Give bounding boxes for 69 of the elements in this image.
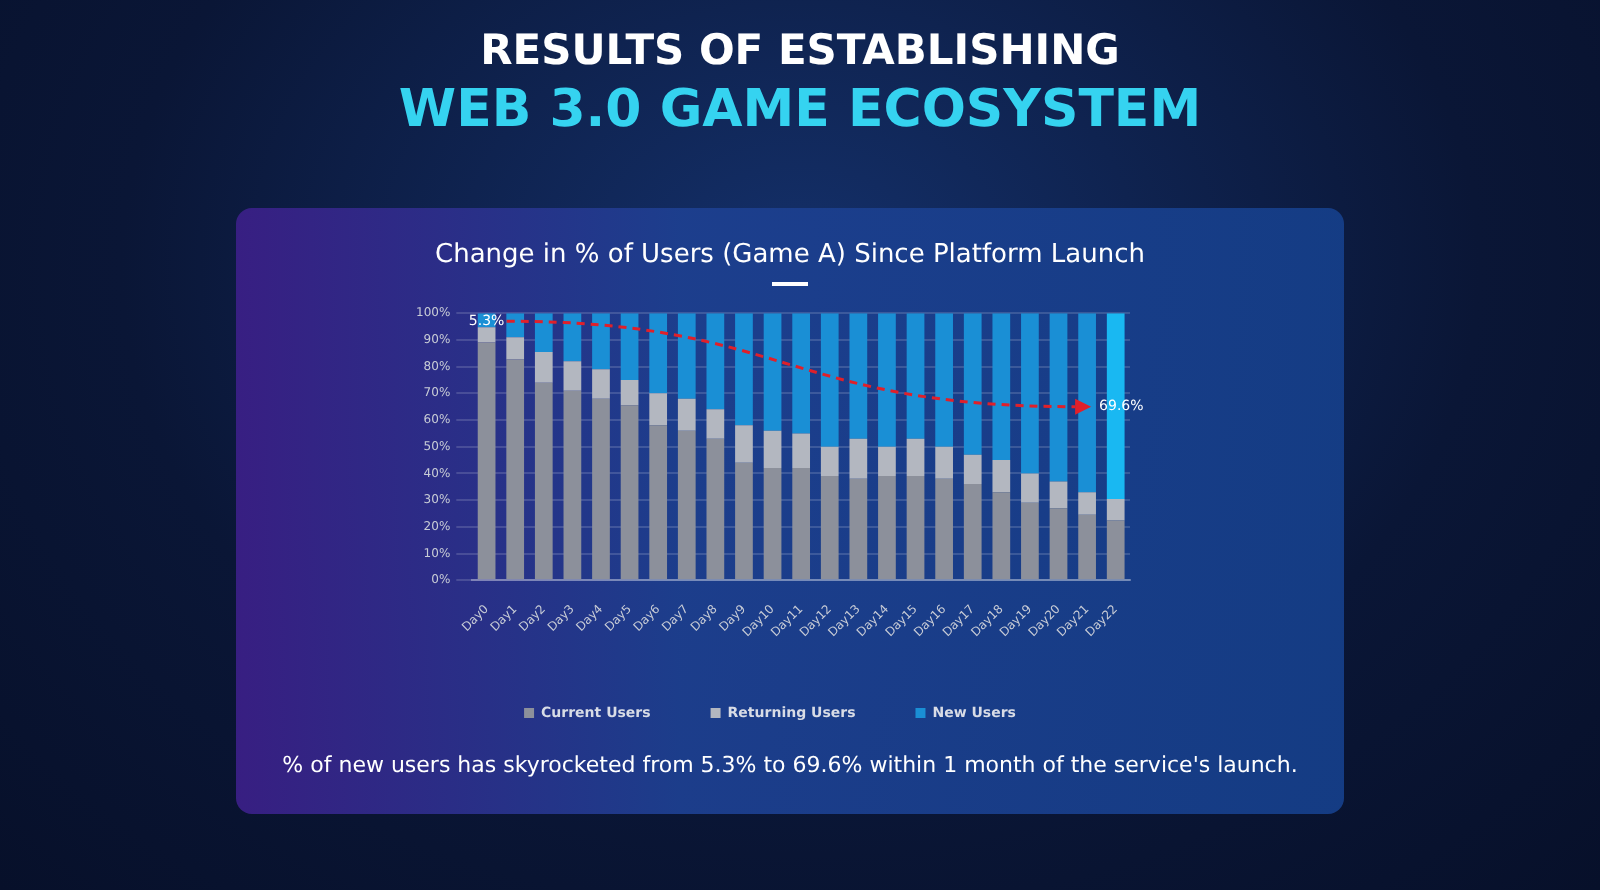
bar [1106, 520, 1125, 580]
bar [1021, 313, 1039, 474]
bar [1078, 313, 1096, 493]
bar [849, 438, 868, 479]
bar [906, 438, 925, 477]
bar [849, 478, 868, 580]
bar [649, 313, 668, 394]
bar [677, 430, 696, 580]
bar [1049, 313, 1068, 482]
bar [620, 313, 639, 380]
chart-subtitle: Change in % of Users (Game A) Since Platform Launch [433, 240, 1147, 270]
bar [677, 313, 696, 399]
text: % of new users has skyrocketed from 5.3% to 69.6% within 1 month of the service's launch. [282, 752, 1298, 778]
bar [620, 379, 639, 406]
bar [1078, 514, 1096, 580]
bar [935, 478, 953, 580]
bar [506, 337, 525, 360]
bar [620, 405, 639, 580]
bar [1049, 508, 1068, 580]
bar [735, 425, 753, 463]
bar [735, 462, 753, 580]
bar [763, 313, 782, 431]
bar [763, 468, 782, 580]
bar [506, 359, 525, 580]
bar [592, 369, 610, 399]
bar [792, 468, 811, 580]
bar [563, 313, 582, 362]
bar [992, 313, 1011, 461]
bar [1021, 473, 1039, 503]
bar [935, 313, 953, 447]
bar [963, 313, 982, 455]
bar [820, 313, 839, 447]
bar [477, 327, 496, 343]
bar [849, 313, 868, 439]
bar [677, 398, 696, 431]
bar [906, 313, 925, 439]
bar [706, 409, 725, 439]
bar [878, 446, 896, 477]
bar [706, 438, 725, 580]
bar [735, 313, 753, 426]
bar [820, 476, 839, 580]
bar [763, 430, 782, 469]
bar [592, 313, 610, 370]
bar [878, 476, 896, 580]
bar [1106, 499, 1125, 521]
bar [706, 313, 725, 410]
bar [1021, 502, 1039, 580]
bar [992, 492, 1011, 580]
bar [963, 454, 982, 485]
bar [992, 460, 1011, 493]
bar [477, 342, 496, 580]
bar [534, 313, 553, 352]
bar [649, 425, 668, 580]
bar [935, 446, 953, 479]
bar [534, 382, 553, 580]
bar [878, 313, 896, 447]
bar [649, 393, 668, 426]
bar [792, 313, 811, 434]
bar [563, 361, 582, 391]
chart-title: RESULTS OF ESTABLISHING WEB 3.0 GAME ECOSYSTEM [396, 24, 1204, 140]
bar [592, 398, 610, 580]
bar [563, 390, 582, 580]
bar [534, 351, 553, 383]
bar [1078, 492, 1096, 515]
bar [820, 446, 839, 477]
bar [1049, 481, 1068, 509]
bar [792, 433, 811, 469]
bar [963, 484, 982, 580]
bar [906, 476, 925, 580]
